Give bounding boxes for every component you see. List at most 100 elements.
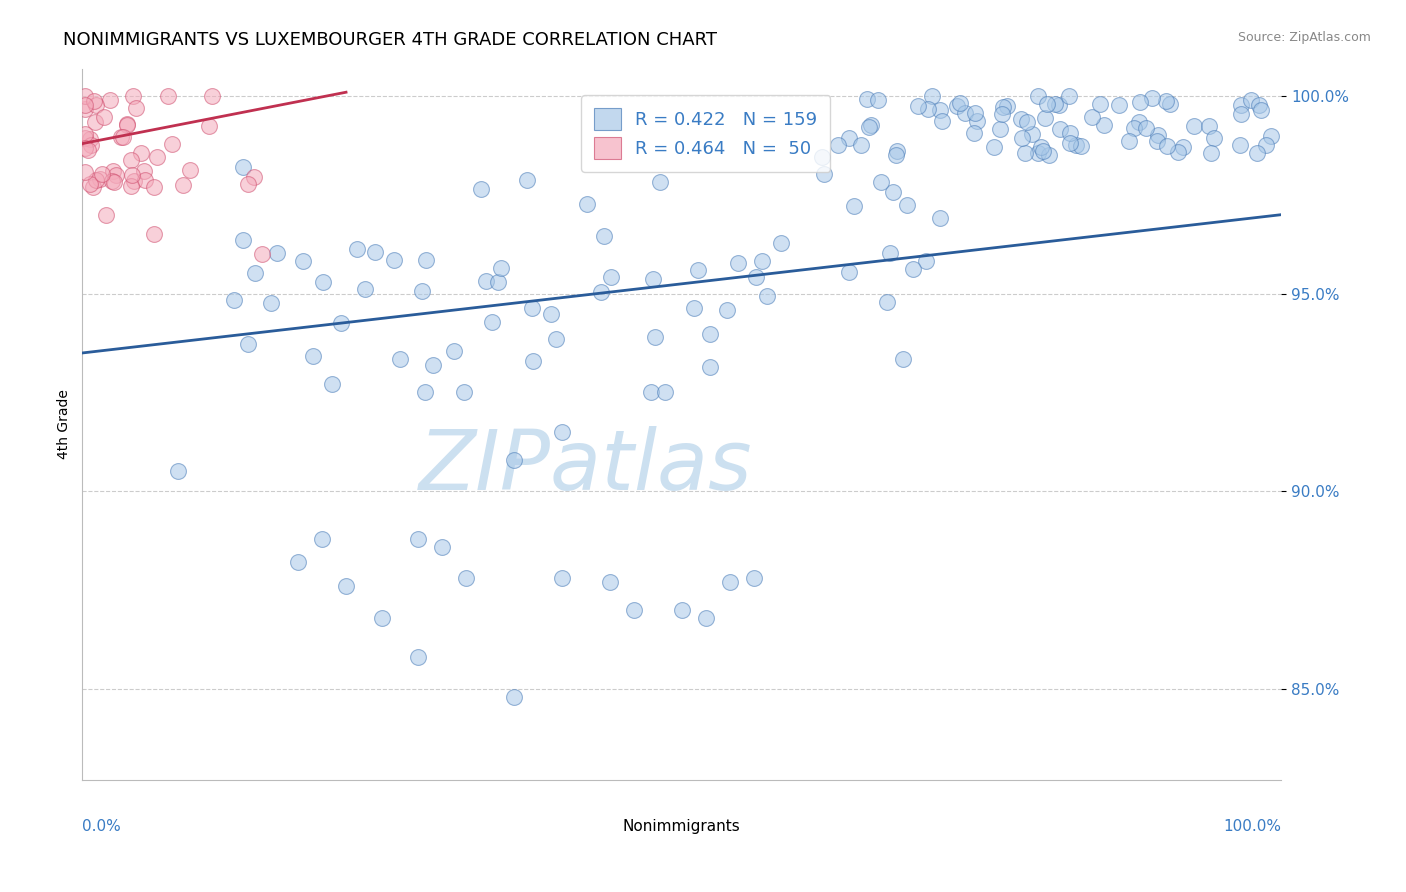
Point bbox=[302, 349, 325, 363]
Point bbox=[103, 175, 125, 189]
Point bbox=[121, 89, 143, 103]
Point bbox=[1129, 95, 1152, 109]
Point bbox=[406, 532, 429, 546]
Point bbox=[1128, 115, 1150, 129]
Point bbox=[266, 245, 288, 260]
Point bbox=[201, 89, 224, 103]
Point bbox=[179, 162, 201, 177]
Point bbox=[576, 197, 599, 211]
Point bbox=[79, 177, 101, 191]
Point bbox=[876, 294, 898, 309]
Point bbox=[1032, 145, 1054, 159]
Point bbox=[453, 385, 475, 400]
Point bbox=[1080, 110, 1102, 124]
Point bbox=[963, 106, 986, 120]
Point bbox=[335, 579, 357, 593]
Point bbox=[134, 163, 156, 178]
Point bbox=[516, 173, 538, 187]
Legend: R = 0.422   N = 159, R = 0.464   N =  50: R = 0.422 N = 159, R = 0.464 N = 50 bbox=[581, 95, 830, 172]
Point bbox=[1173, 140, 1195, 154]
Point bbox=[1015, 115, 1038, 129]
Point bbox=[73, 98, 96, 112]
Point bbox=[955, 105, 977, 120]
Point bbox=[695, 610, 717, 624]
Point bbox=[73, 127, 96, 141]
Point bbox=[1038, 148, 1060, 162]
Point bbox=[292, 254, 315, 268]
Point bbox=[589, 285, 612, 299]
Text: 0.0%: 0.0% bbox=[83, 819, 121, 834]
Point bbox=[1246, 146, 1268, 161]
Point bbox=[470, 182, 492, 196]
Point bbox=[1229, 137, 1251, 152]
Point bbox=[198, 119, 221, 133]
Point bbox=[849, 137, 872, 152]
Point bbox=[125, 101, 148, 115]
Point bbox=[1146, 134, 1168, 148]
Point bbox=[353, 282, 375, 296]
Point bbox=[502, 690, 524, 704]
Point bbox=[838, 131, 860, 145]
Point bbox=[699, 359, 721, 374]
Point bbox=[1230, 98, 1253, 112]
Point bbox=[73, 164, 96, 178]
Point bbox=[232, 161, 254, 175]
Point bbox=[73, 89, 96, 103]
Point bbox=[1014, 146, 1036, 161]
Point bbox=[1250, 103, 1272, 117]
Point bbox=[454, 571, 477, 585]
Point bbox=[1045, 96, 1067, 111]
Point bbox=[1066, 138, 1088, 153]
Point bbox=[112, 130, 135, 145]
Point bbox=[870, 175, 893, 189]
Point bbox=[120, 178, 142, 193]
Point bbox=[172, 178, 194, 192]
Point bbox=[949, 96, 972, 111]
Point bbox=[682, 301, 704, 315]
Point bbox=[346, 242, 368, 256]
Point bbox=[236, 337, 259, 351]
Point bbox=[311, 532, 333, 546]
Point bbox=[671, 603, 693, 617]
Point bbox=[120, 153, 142, 167]
Point bbox=[751, 253, 773, 268]
Point bbox=[1247, 98, 1270, 112]
Point bbox=[838, 265, 860, 279]
Point bbox=[77, 143, 100, 157]
Point bbox=[1159, 97, 1181, 112]
Text: NONIMMIGRANTS VS LUXEMBOURGER 4TH GRADE CORRELATION CHART: NONIMMIGRANTS VS LUXEMBOURGER 4TH GRADE … bbox=[63, 31, 717, 49]
Point bbox=[129, 146, 152, 161]
Point bbox=[868, 93, 890, 107]
Point bbox=[79, 131, 101, 145]
Point bbox=[115, 118, 138, 132]
Point bbox=[928, 103, 950, 117]
Point bbox=[855, 92, 877, 106]
Point bbox=[907, 99, 929, 113]
Point bbox=[643, 271, 665, 285]
Point bbox=[1059, 136, 1081, 150]
Point bbox=[1092, 119, 1115, 133]
Point bbox=[1198, 119, 1220, 133]
Point bbox=[1049, 122, 1071, 136]
Point bbox=[222, 293, 245, 307]
Point bbox=[842, 199, 865, 213]
Point bbox=[250, 247, 273, 261]
Point bbox=[124, 174, 146, 188]
Point bbox=[382, 252, 405, 267]
Point bbox=[827, 137, 849, 152]
Point bbox=[160, 136, 183, 151]
Point bbox=[1047, 98, 1070, 112]
Point bbox=[83, 94, 105, 108]
Point bbox=[929, 211, 952, 225]
Point bbox=[522, 354, 544, 368]
Point bbox=[243, 266, 266, 280]
Point bbox=[96, 208, 118, 222]
Point bbox=[1059, 89, 1081, 103]
Point bbox=[89, 172, 111, 186]
Point bbox=[1118, 134, 1140, 148]
Point bbox=[810, 150, 832, 164]
Point bbox=[415, 252, 437, 267]
Point bbox=[101, 174, 124, 188]
Point bbox=[884, 148, 907, 162]
Point bbox=[963, 126, 986, 140]
